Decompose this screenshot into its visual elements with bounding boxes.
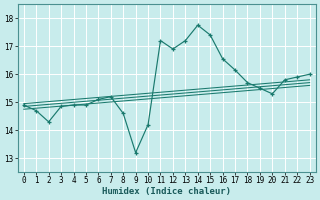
- X-axis label: Humidex (Indice chaleur): Humidex (Indice chaleur): [102, 187, 231, 196]
